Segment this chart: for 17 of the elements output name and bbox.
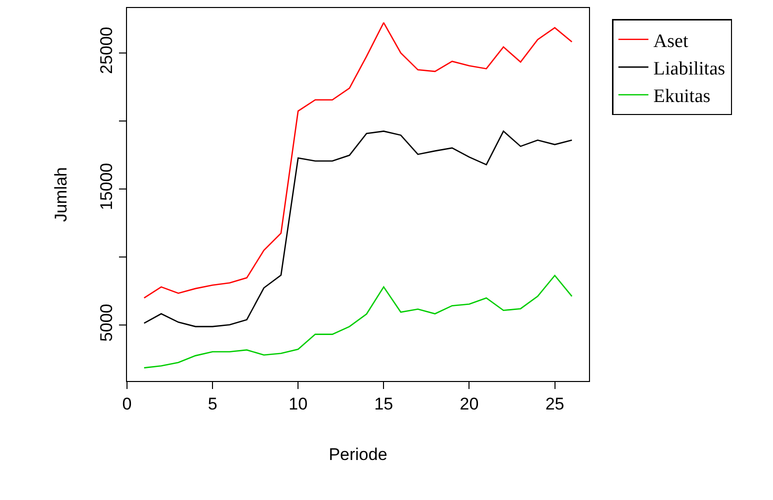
x-tick-label: 20 bbox=[460, 394, 479, 414]
y-tick-label: 5000 bbox=[97, 304, 116, 342]
y-axis-title: Jumlah bbox=[52, 167, 71, 222]
y-tick-label: 15000 bbox=[97, 162, 116, 210]
x-tick-label: 25 bbox=[545, 394, 564, 414]
legend-label: Ekuitas bbox=[653, 86, 710, 108]
x-tick-label: 0 bbox=[122, 394, 132, 414]
x-axis-title: Periode bbox=[328, 444, 388, 464]
line-series bbox=[143, 274, 573, 368]
line-series bbox=[143, 130, 573, 328]
x-tick-label: 5 bbox=[208, 394, 218, 414]
legend-label: Liabilitas bbox=[653, 58, 726, 80]
x-tick-label: 15 bbox=[374, 394, 394, 414]
legend-label: Aset bbox=[653, 30, 689, 52]
y-tick-label: 25000 bbox=[97, 26, 116, 74]
x-tick-label: 10 bbox=[288, 394, 308, 414]
line-series bbox=[143, 22, 573, 299]
